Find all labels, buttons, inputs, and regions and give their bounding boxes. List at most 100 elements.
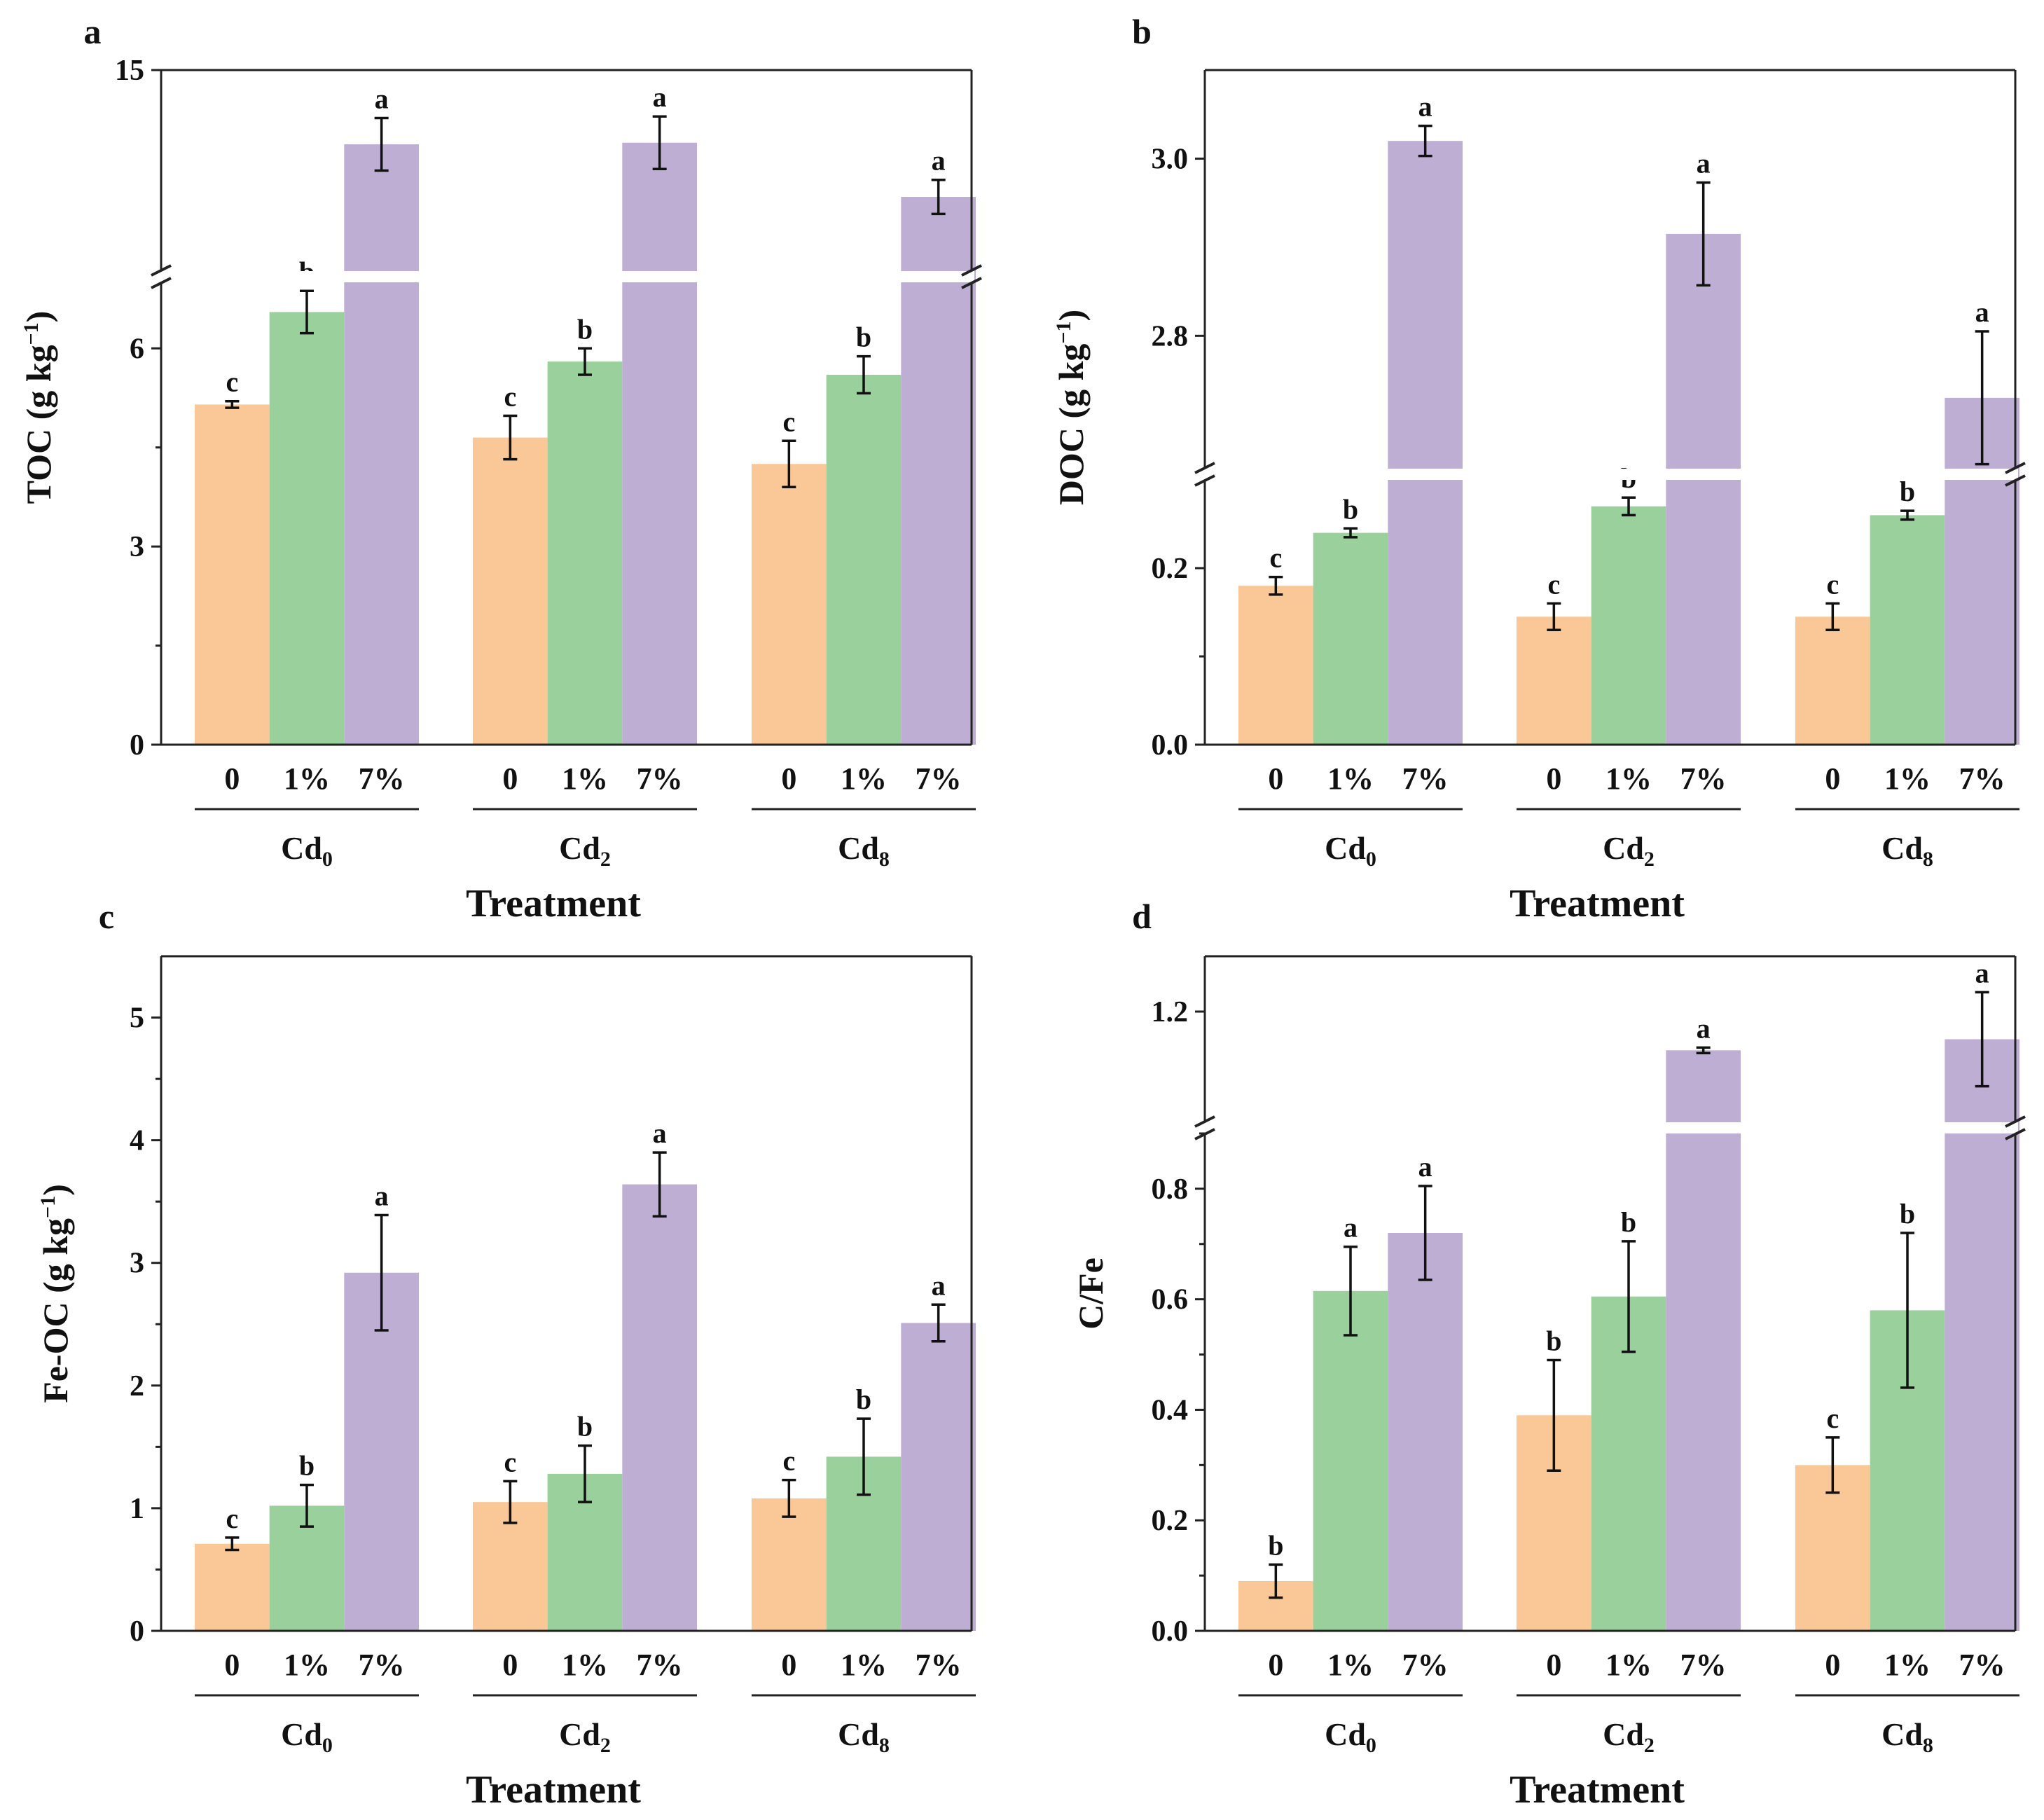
significance-label: c: [226, 1503, 238, 1534]
significance-label: c: [1826, 568, 1839, 600]
category-label: 7%: [637, 1648, 683, 1682]
y-tick-label: 15: [115, 55, 144, 87]
error-bar-c-g1-s1: [578, 1444, 592, 1503]
panel-letter: d: [1132, 897, 1152, 936]
group-label-sub: 2: [600, 1734, 611, 1757]
bar-c-g0-s0: [195, 1543, 270, 1631]
error-bar-a-g0-s1: [300, 289, 314, 335]
group-label: Cd2: [1603, 1716, 1655, 1757]
bar-b-g0-s2: [1388, 141, 1463, 745]
significance-label: a: [1344, 1212, 1358, 1243]
bar-a-g1-s2: [622, 142, 697, 745]
bar-c-g2-s0: [752, 1498, 827, 1631]
error-bar-c-g0-s0: [225, 1536, 240, 1552]
error-bar-a-g2-s0: [782, 439, 796, 489]
error-bar-d-g2-s0: [1825, 1436, 1840, 1494]
significance-label: c: [1547, 568, 1560, 600]
y-tick-label: 0: [130, 729, 144, 761]
category-label: 1%: [562, 761, 608, 796]
error-bar-a-g2-s1: [857, 354, 871, 395]
category-label: 7%: [1959, 1648, 2005, 1682]
y-tick-label: 1: [130, 1493, 144, 1525]
y-axis-title-sup: −1: [20, 322, 43, 345]
error-bar-d-g1-s1: [1622, 1240, 1636, 1353]
y-tick-label: 3: [130, 531, 144, 563]
bar-d-g0-s2: [1388, 1233, 1463, 1631]
group-label-sub: 2: [600, 848, 611, 871]
group-label-main: Cd: [1881, 830, 1923, 866]
y-tick-label: 3.0: [1152, 143, 1189, 175]
bar-d-g0-s1: [1313, 1290, 1388, 1631]
error-bar-b-g1-s1: [1622, 496, 1636, 517]
category-label: 7%: [359, 761, 405, 796]
error-bar-d-g0-s1: [1344, 1245, 1358, 1337]
error-bar-b-g1-s0: [1547, 602, 1561, 631]
bar-a-g0-s1: [269, 312, 345, 745]
y-tick-label: 4: [130, 1125, 144, 1157]
bar-a-g1-s0: [473, 437, 548, 745]
group-label-main: Cd: [559, 830, 600, 866]
y-axis-title-sup: −1: [36, 1196, 60, 1218]
significance-label: b: [577, 313, 593, 345]
error-bar-a-g1-s0: [503, 414, 518, 461]
bar-b-g1-s1: [1591, 506, 1666, 745]
category-label: 0: [1825, 761, 1840, 796]
group-label: Cd2: [559, 830, 611, 871]
significance-label: c: [504, 380, 516, 412]
y-axis-title-close: ): [36, 1184, 75, 1196]
y-axis-title: TOC (g kg−1): [19, 311, 58, 504]
y-axis-title-close: ): [1051, 310, 1091, 322]
significance-label: b: [299, 1450, 315, 1482]
error-bar-d-g2-s2: [1975, 991, 1989, 1088]
category-label: 0: [781, 761, 796, 796]
x-axis-title: Treatment: [1510, 1768, 1685, 1812]
group-label-main: Cd: [281, 830, 322, 866]
bar-a-g0-s2: [344, 144, 419, 745]
error-bar-c-g1-s0: [503, 1480, 518, 1524]
group-label-main: Cd: [838, 830, 879, 866]
significance-label: a: [375, 83, 389, 114]
significance-label: a: [375, 1180, 389, 1211]
significance-label: a: [932, 145, 946, 177]
category-label: 0: [502, 761, 518, 796]
category-label: 1%: [284, 1648, 330, 1682]
group-label: Cd8: [838, 830, 890, 871]
error-bar-b-g0-s2: [1418, 124, 1432, 158]
error-bar-d-g0-s0: [1269, 1563, 1283, 1599]
bar-a-g2-s0: [752, 464, 827, 745]
error-bar-a-g0-s2: [374, 116, 389, 172]
y-tick-label: 0.4: [1152, 1394, 1189, 1426]
category-label: 1%: [1884, 1648, 1931, 1682]
group-label-main: Cd: [1603, 1716, 1644, 1752]
significance-label: a: [1975, 957, 1989, 988]
significance-label: b: [1900, 476, 1915, 507]
error-bar-d-g1-s2: [1696, 1046, 1711, 1054]
x-axis-title: Treatment: [466, 1768, 641, 1812]
axes-frame: [1203, 69, 2017, 746]
y-tick-label: 6: [130, 333, 144, 365]
bar-b-g1-s0: [1517, 616, 1591, 745]
error-bar-c-g2-s1: [857, 1417, 871, 1496]
group-label: Cd0: [281, 1716, 333, 1757]
category-label: 0: [781, 1648, 796, 1682]
category-label: 7%: [916, 761, 962, 796]
y-tick-label: 0.6: [1152, 1284, 1189, 1316]
group-label-sub: 8: [879, 1734, 890, 1757]
group-label: Cd2: [1603, 830, 1655, 871]
group-label-sub: 0: [1366, 848, 1376, 871]
panel-letter: b: [1132, 12, 1152, 51]
significance-label: b: [1621, 1206, 1636, 1238]
error-bar-a-g1-s1: [578, 347, 592, 376]
category-label: 0: [1825, 1648, 1840, 1682]
category-label: 7%: [1680, 1648, 1727, 1682]
category-label: 1%: [1327, 761, 1374, 796]
axes-frame: [1203, 955, 2017, 1632]
axis-break-gap: [158, 271, 974, 282]
group-label-sub: 2: [1644, 848, 1655, 871]
group-label: Cd8: [838, 1716, 890, 1757]
category-label: 0: [1546, 1648, 1561, 1682]
group-label-sub: 8: [879, 848, 890, 871]
group-label-main: Cd: [1881, 1716, 1923, 1752]
category-label: 7%: [916, 1648, 962, 1682]
